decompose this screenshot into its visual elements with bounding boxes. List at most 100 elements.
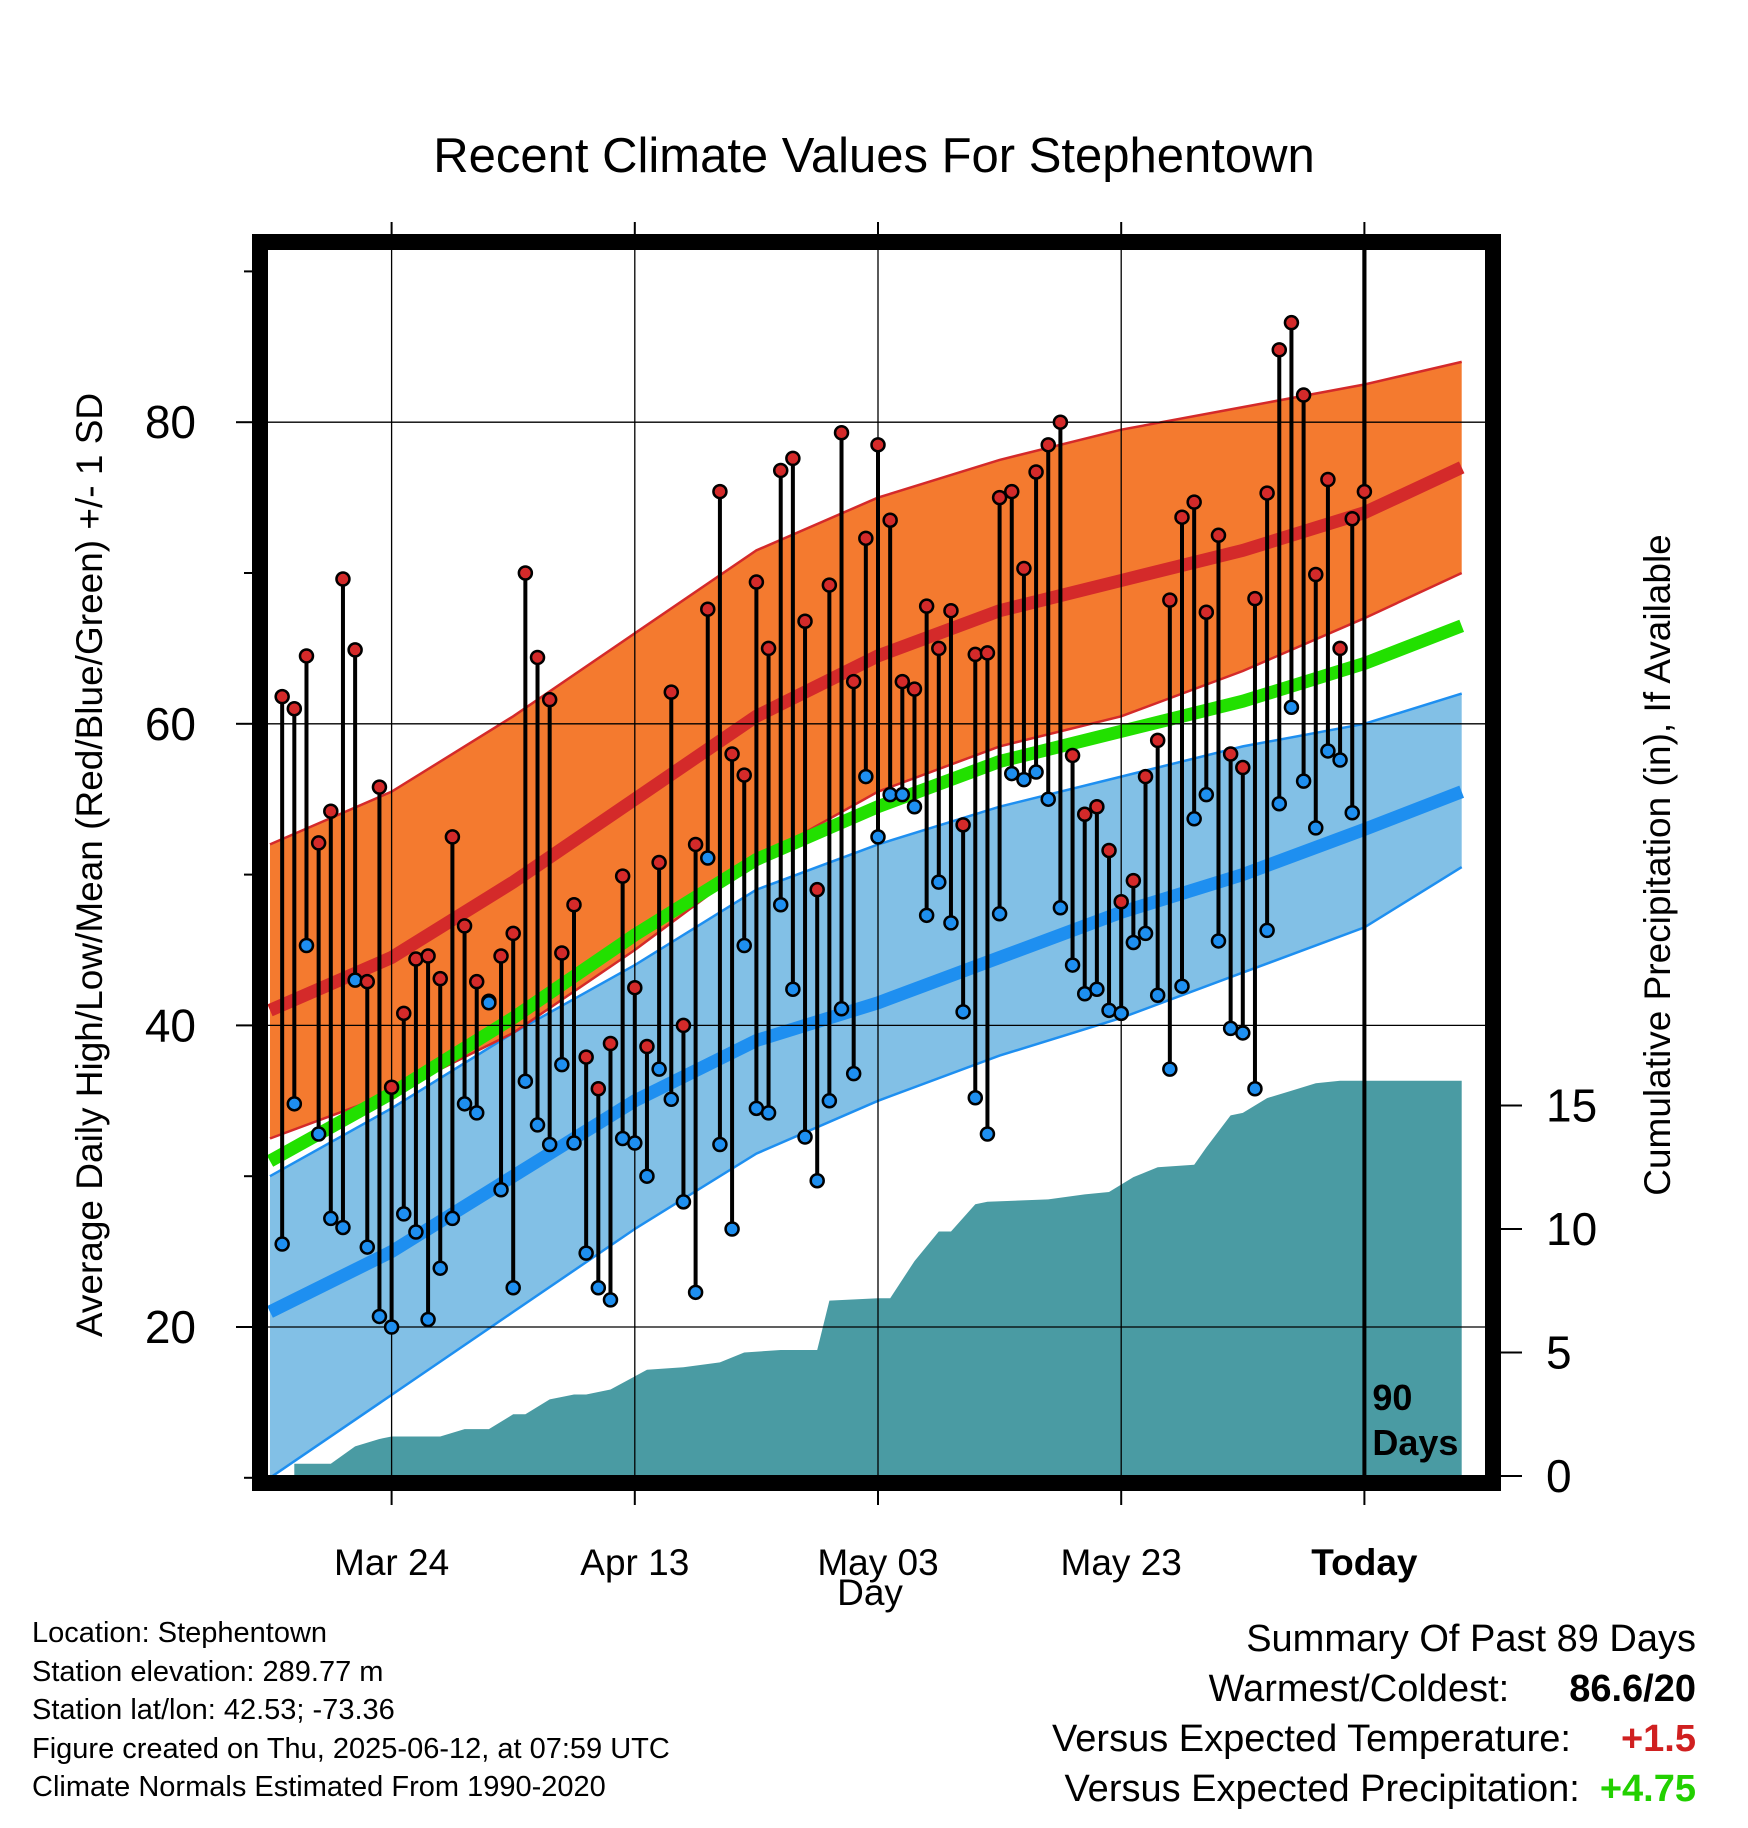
daily-low-point	[541, 1136, 558, 1153]
y-left-tick-label: 40	[145, 999, 196, 1051]
summary-precip-label: Versus Expected Precipitation:	[1064, 1768, 1580, 1810]
daily-low-point	[663, 1091, 680, 1108]
daily-high-point	[931, 640, 947, 657]
daily-low-point	[371, 1308, 388, 1325]
daily-low-point	[943, 915, 959, 931]
y-left-tick-label: 80	[145, 396, 196, 448]
y-right-tick-label: 5	[1546, 1327, 1572, 1379]
daily-low-point	[687, 1284, 704, 1301]
daily-low-point	[918, 907, 935, 924]
daily-low-point	[578, 1245, 594, 1261]
summary-panel: Summary Of Past 89 Days Warmest/Coldest:…	[1052, 1614, 1696, 1814]
daily-low-point	[1344, 805, 1360, 821]
daily-low-point	[1101, 1002, 1117, 1019]
daily-low-point	[1247, 1080, 1263, 1097]
daily-low-point	[1308, 820, 1324, 836]
daily-low-point	[1332, 752, 1348, 768]
daily-high-point	[310, 835, 327, 851]
x-axis-label: Day	[837, 1572, 903, 1613]
daily-high-point	[845, 673, 862, 690]
daily-low-point	[274, 1236, 290, 1252]
daily-high-point	[1356, 483, 1373, 500]
daily-high-point	[298, 648, 315, 664]
daily-low-point	[1125, 934, 1142, 951]
x-tick-label: Apr 13	[580, 1542, 689, 1583]
daily-high-point	[1235, 759, 1251, 776]
daily-high-point	[1332, 640, 1348, 657]
summary-temp-value: +1.5	[1620, 1718, 1696, 1760]
daily-high-point	[712, 483, 728, 500]
y-right-tick-label: 10	[1546, 1203, 1597, 1255]
daily-high-point	[833, 425, 850, 441]
daily-high-point	[821, 577, 838, 593]
daily-low-point	[821, 1093, 838, 1109]
daily-high-point	[274, 688, 290, 705]
daily-high-point	[1174, 509, 1190, 525]
daily-high-point	[1222, 746, 1239, 762]
chart-title: Recent Climate Values For Stephentown	[433, 129, 1315, 183]
daily-low-point	[1271, 795, 1288, 812]
daily-low-point	[979, 1126, 996, 1142]
daily-high-point	[541, 691, 558, 708]
daily-low-point	[724, 1221, 740, 1237]
daily-low-point	[1358, 0, 1371, 7]
daily-low-point	[845, 1065, 862, 1082]
daily-high-point	[785, 450, 801, 467]
daily-high-point	[566, 897, 582, 913]
daily-high-point	[760, 640, 777, 657]
daily-high-point	[918, 598, 935, 614]
x-tick-label: May 03	[817, 1542, 938, 1583]
daily-low-point	[432, 1260, 448, 1276]
daily-high-point	[700, 601, 716, 617]
info-latlon: Station lat/lon: 42.53; -73.36	[32, 1694, 395, 1726]
daily-high-point	[359, 973, 376, 990]
daily-high-point	[687, 836, 704, 853]
daily-high-point	[663, 684, 680, 700]
daily-low-point	[955, 1004, 971, 1020]
daily-high-point	[335, 571, 351, 587]
today-annotation-number: 90	[1372, 1377, 1412, 1418]
daily-low-point	[1137, 925, 1154, 942]
daily-low-point	[298, 937, 315, 954]
daily-low-point	[323, 1210, 339, 1227]
low-normal-band	[270, 693, 1462, 1475]
daily-high-point	[675, 1017, 692, 1034]
daily-low-point	[335, 1219, 351, 1236]
daily-high-point	[1016, 560, 1032, 577]
summary-warm-cold-value: 86.6/20	[1569, 1668, 1696, 1710]
y-axis-left-label: Average Daily High/Low/Mean (Red/Blue/Gr…	[69, 392, 110, 1338]
daily-high-point	[432, 970, 448, 987]
daily-high-point	[979, 645, 996, 661]
daily-low-point	[1295, 773, 1312, 789]
today-annotation-days: Days	[1372, 1422, 1458, 1463]
daily-high-point	[906, 681, 923, 697]
daily-low-point	[1064, 957, 1081, 973]
daily-high-point	[1198, 604, 1215, 620]
station-info: Location: Stephentown Station elevation:…	[32, 1614, 670, 1807]
x-tick-label: May 23	[1061, 1542, 1182, 1583]
daily-low-point	[772, 897, 789, 913]
daily-low-point	[590, 1280, 607, 1296]
daily-low-point	[517, 1073, 534, 1089]
daily-high-point	[639, 1038, 655, 1055]
daily-low-point	[651, 1061, 667, 1077]
daily-high-point	[347, 642, 363, 658]
daily-high-point	[748, 574, 765, 590]
daily-high-point	[323, 803, 339, 820]
daily-low-point	[456, 1096, 473, 1112]
daily-high-point	[1295, 387, 1312, 403]
daily-low-point	[785, 981, 801, 997]
daily-high-point	[1040, 437, 1056, 453]
daily-high-point	[493, 948, 509, 964]
daily-low-point	[286, 1096, 303, 1112]
daily-high-point	[894, 673, 911, 690]
daily-low-point	[1198, 786, 1215, 803]
y-left-tick-label: 20	[145, 1301, 196, 1353]
daily-high-point	[955, 817, 971, 833]
daily-low-point	[1016, 771, 1032, 788]
daily-high-point	[809, 881, 825, 898]
info-elevation: Station elevation: 289.77 m	[32, 1655, 384, 1688]
daily-low-point	[760, 1105, 777, 1121]
summary-heading: Summary Of Past 89 Days	[1246, 1618, 1696, 1660]
